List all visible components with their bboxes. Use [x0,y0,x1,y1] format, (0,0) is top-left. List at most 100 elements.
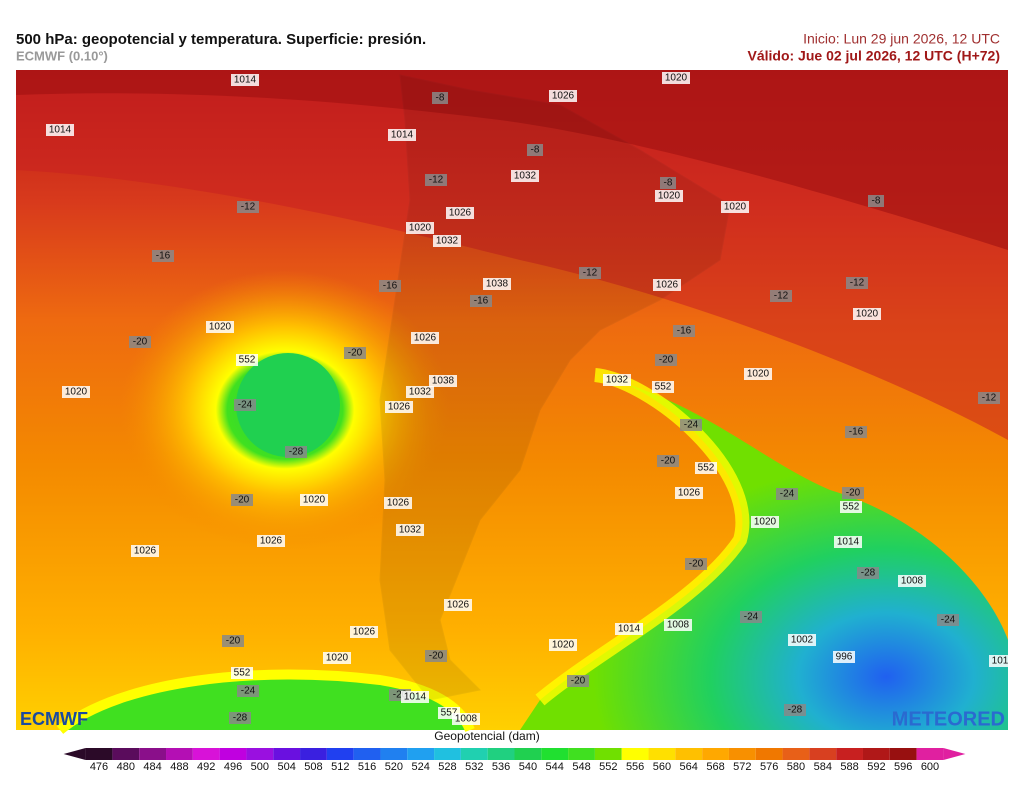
contour-label: -16 [474,296,489,307]
colorbar-cell [112,748,140,760]
colorbar-label: 536 [492,761,510,773]
contour-label: -12 [429,175,444,186]
colorbar-label: 520 [385,761,403,773]
contour-label: 1014 [618,624,641,635]
colorbar-label: 532 [465,761,483,773]
colorbar-label: 508 [304,761,322,773]
contour-label: -12 [241,202,256,213]
contour-label: 1026 [447,600,470,611]
contour-label: -12 [850,278,865,289]
contour-label: 1020 [754,517,777,528]
colorbar-title: Geopotencial (dam) [434,729,539,743]
colorbar-cell [353,748,381,760]
cyclone-core [236,353,340,457]
label-box [231,667,253,679]
colorbar-cell [380,748,408,760]
contour-label: 557 [441,708,458,719]
label-box [776,488,798,500]
contour-label: -20 [226,636,241,647]
colorbar-cell [192,748,220,760]
label-box [660,177,676,189]
label-box [379,280,401,292]
contour-label: -8 [531,145,540,156]
contour-label: 1020 [856,309,879,320]
contour-label: -24 [241,686,256,697]
contour-label: 1020 [209,322,232,333]
colorbar-cell [166,748,193,760]
contour-label: -20 [393,690,408,701]
contour-label: 1032 [409,387,432,398]
contour-label: 1032 [436,236,459,247]
colorbar-cell [755,748,783,760]
label-box [834,536,862,548]
colorbar-label: 496 [224,761,242,773]
label-box [685,558,707,570]
label-box [721,201,749,213]
contour-label: 552 [655,382,672,393]
label-box [868,195,884,207]
contour-label: 1014 [404,692,427,703]
contour-label: -20 [661,456,676,467]
label-box [740,611,762,623]
contour-label: 1014 [234,75,257,86]
label-box [549,639,577,651]
contour-label: 1020 [326,653,349,664]
contour-label: 552 [234,668,251,679]
contour-label: 1026 [656,280,679,291]
colorbar-label: 516 [358,761,376,773]
colorbar-label: 588 [840,761,858,773]
552-line [535,368,750,706]
contour-label: 552 [843,502,860,513]
label-box [236,354,258,366]
init-time: Inicio: Lun 29 jun 2026, 12 UTC [803,31,1000,47]
colorbar-cell [273,748,301,760]
colorbar-label: 488 [170,761,188,773]
valid-time: Válido: Jue 02 jul 2026, 12 UTC (H+72) [748,48,1001,64]
label-box [406,386,434,398]
contour-label: 1014 [837,537,860,548]
label-box [675,487,703,499]
colorbar-cell [916,748,944,760]
label-box [751,516,779,528]
title: 500 hPa: geopotencial y temperatura. Sup… [16,31,426,48]
label-box [231,74,259,86]
label-box [845,426,867,438]
label-box [788,634,816,646]
warm-core [16,70,1008,250]
map: 1014 1014 1020 1026 -8 1014 -8 -12 1032 -8 1020 102… [16,70,1011,734]
colorbar-cell [568,748,595,760]
colorbar-cell [836,748,863,760]
label-box [396,524,424,536]
colorbar-label: 544 [546,761,564,773]
label-box [846,277,868,289]
colorbar-end [63,748,86,760]
label-box [549,90,577,102]
colorbar-label: 512 [331,761,349,773]
contour-label: -24 [744,612,759,623]
contour-label: 1020 [303,495,326,506]
label-box [401,691,429,703]
colorbar-cell [514,748,542,760]
label-box [344,347,366,359]
label-box [652,381,674,393]
label-box [131,545,159,557]
colorbar-label: 540 [519,761,537,773]
colorbar-label: 584 [814,761,832,773]
colorbar-label: 556 [626,761,644,773]
contour-label: -20 [659,355,674,366]
colorbar-cell [326,748,354,760]
contour-label: -28 [289,447,304,458]
label-box [898,575,926,587]
colorbar-label: 528 [438,761,456,773]
label-box [425,650,447,662]
contour-label: 1002 [791,635,814,646]
contour-label: 552 [239,355,256,366]
colorbar-label: 592 [867,761,885,773]
contour-label: 1026 [353,627,376,638]
label-box [234,399,256,411]
label-box [842,487,864,499]
label-box [483,278,511,290]
contour-label: 1020 [747,369,770,380]
colorbar-cell [862,748,890,760]
contour-label: 1026 [552,91,575,102]
